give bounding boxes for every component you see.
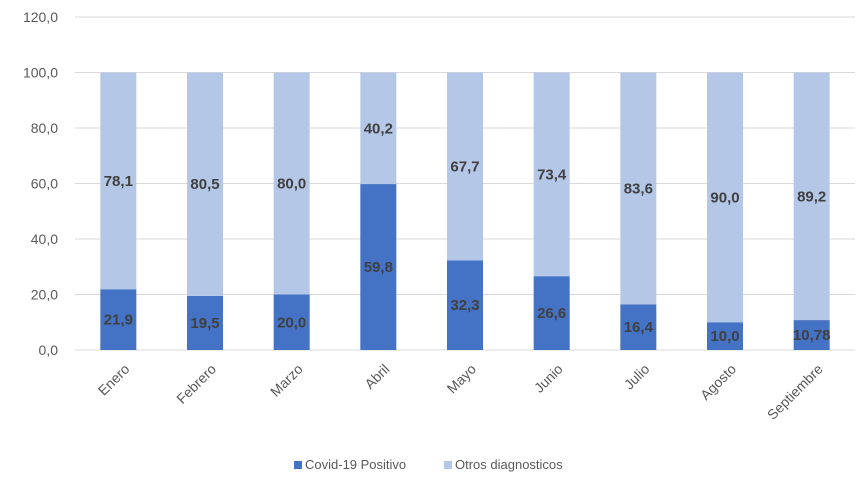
bar-marzo-otros (273, 72, 310, 295)
data-label: 73,4 (537, 166, 567, 183)
y-tick-label: 60,0 (31, 176, 58, 192)
data-label: 19,5 (190, 315, 219, 332)
data-label: 10,78 (793, 327, 831, 344)
bar-julio-otros (620, 72, 657, 305)
data-label: 78,1 (104, 173, 133, 190)
y-tick-label: 120,0 (23, 9, 58, 25)
bar-marzo-covid (273, 294, 310, 350)
data-label: 67,7 (450, 158, 479, 175)
bar-junio-covid (533, 276, 570, 350)
bars (100, 72, 830, 350)
y-axis: 0,0 20,0 40,0 60,0 80,0 100,0 120,0 (23, 9, 58, 358)
bar-agosto-covid (707, 322, 743, 350)
x-tick-label: Septiembre (764, 361, 826, 423)
x-tick-label: Abril (361, 361, 392, 392)
x-tick-label: Agosto (697, 361, 739, 403)
data-labels: 21,9 78,1 19,5 80,5 20,0 80,0 59,8 40,2 32,3 67,7… (104, 120, 831, 345)
bar-abril-otros (360, 72, 397, 185)
x-tick-label: Julio (621, 361, 653, 393)
data-label: 16,4 (624, 319, 654, 336)
data-label: 20,0 (277, 314, 306, 331)
bar-septiembre-otros (793, 72, 830, 321)
bar-septiembre-covid (793, 320, 830, 350)
data-label: 59,8 (364, 259, 393, 276)
legend: Covid-19 Positivo Otros diagnosticos (294, 457, 563, 472)
bar-junio-otros (533, 72, 570, 277)
data-label: 80,0 (277, 176, 306, 193)
y-tick-label: 20,0 (31, 287, 58, 303)
data-label: 83,6 (624, 180, 653, 197)
bar-julio-covid (620, 304, 657, 350)
data-label: 90,0 (710, 189, 739, 206)
y-tick-label: 0,0 (39, 342, 59, 358)
bar-mayo-otros (447, 72, 483, 261)
x-tick-label: Febrero (173, 361, 219, 407)
data-label: 89,2 (797, 188, 826, 205)
legend-swatch-otros (444, 461, 452, 469)
legend-label: Otros diagnosticos (455, 457, 563, 472)
bar-agosto-otros (707, 72, 743, 323)
x-tick-label: Mayo (444, 361, 480, 397)
y-tick-label: 40,0 (31, 231, 58, 247)
bar-enero-covid (100, 289, 137, 350)
x-tick-label: Enero (95, 361, 133, 399)
data-label: 26,6 (537, 305, 566, 322)
bar-febrero-otros (187, 72, 223, 296)
data-label: 10,0 (710, 328, 739, 345)
bar-enero-otros (100, 72, 137, 290)
legend-label: Covid-19 Positivo (305, 457, 406, 472)
bar-mayo-covid (447, 260, 483, 350)
data-label: 32,3 (450, 297, 479, 314)
legend-swatch-covid (294, 461, 302, 469)
x-tick-label: Marzo (267, 361, 306, 400)
x-axis: Enero Febrero Marzo Abril Mayo Junio Julio Agos… (95, 361, 826, 423)
y-tick-label: 100,0 (23, 65, 58, 81)
data-label: 21,9 (104, 312, 133, 329)
y-tick-label: 80,0 (31, 120, 58, 136)
bar-febrero-covid (187, 295, 223, 350)
data-label: 40,2 (364, 120, 393, 137)
bar-abril-covid (360, 184, 397, 350)
x-tick-label: Junio (531, 361, 566, 396)
data-label: 80,5 (190, 176, 219, 193)
